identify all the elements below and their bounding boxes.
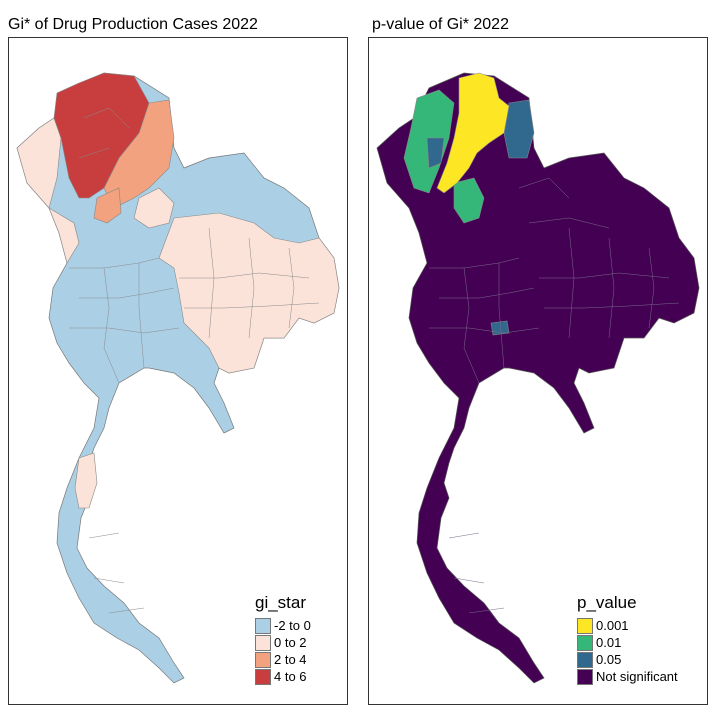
legend-swatch	[577, 634, 593, 651]
legend-item: 2 to 4	[255, 651, 311, 668]
legend-swatch	[577, 668, 593, 685]
right-map-title: p-value of Gi* 2022	[372, 16, 509, 33]
legend-swatch	[255, 651, 271, 668]
legend-swatch	[255, 617, 271, 634]
legend-swatch	[577, 617, 593, 634]
legend-label: 0.05	[596, 652, 622, 667]
legend-label: 0 to 2	[274, 635, 307, 650]
gi-star-map-panel	[8, 37, 348, 705]
legend-label: 2 to 4	[274, 652, 307, 667]
northeast-provinces-light	[158, 212, 340, 374]
legend-label: Not significant	[596, 669, 678, 684]
west-province-p005	[426, 137, 445, 169]
western-provinces-light	[48, 207, 80, 264]
northern-provinces-p0001	[436, 72, 510, 194]
southern-province-light	[74, 452, 98, 509]
province-borders	[69, 107, 320, 614]
central-province-p005	[490, 320, 510, 336]
legend-item: 0.001	[577, 617, 678, 634]
thailand-outline	[16, 72, 340, 684]
legend-swatch	[577, 651, 593, 668]
legend-swatch	[255, 668, 271, 685]
north-central-light	[133, 187, 175, 229]
legend-label: -2 to 0	[274, 618, 311, 633]
thailand-outline	[376, 72, 700, 684]
northwest-light	[16, 117, 62, 209]
legend-item: Not significant	[577, 668, 678, 685]
p-value-legend: p_value 0.001 0.01 0.05 Not significant	[577, 593, 678, 685]
legend-label: 0.001	[596, 618, 629, 633]
province-borders	[429, 177, 680, 614]
northern-province-mid-south	[93, 187, 122, 224]
left-map-title: Gi* of Drug Production Cases 2022	[8, 16, 258, 33]
gi-star-legend-title: gi_star	[255, 593, 307, 612]
p-value-legend-title: p_value	[577, 593, 637, 612]
north-central-province-p001	[453, 177, 485, 224]
legend-item: 0 to 2	[255, 634, 311, 651]
legend-item: 4 to 6	[255, 668, 311, 685]
legend-item: -2 to 0	[255, 617, 311, 634]
gi-star-legend: gi_star -2 to 0 0 to 2 2 to 4 4 to 6	[255, 593, 311, 685]
legend-label: 0.01	[596, 635, 622, 650]
legend-item: 0.01	[577, 634, 678, 651]
legend-item: 0.05	[577, 651, 678, 668]
legend-swatch	[255, 634, 271, 651]
p-value-map-panel	[368, 37, 708, 705]
gi-star-map	[16, 72, 340, 684]
p-value-map	[376, 72, 700, 684]
northern-provinces-hot	[53, 72, 150, 199]
legend-label: 4 to 6	[274, 669, 307, 684]
